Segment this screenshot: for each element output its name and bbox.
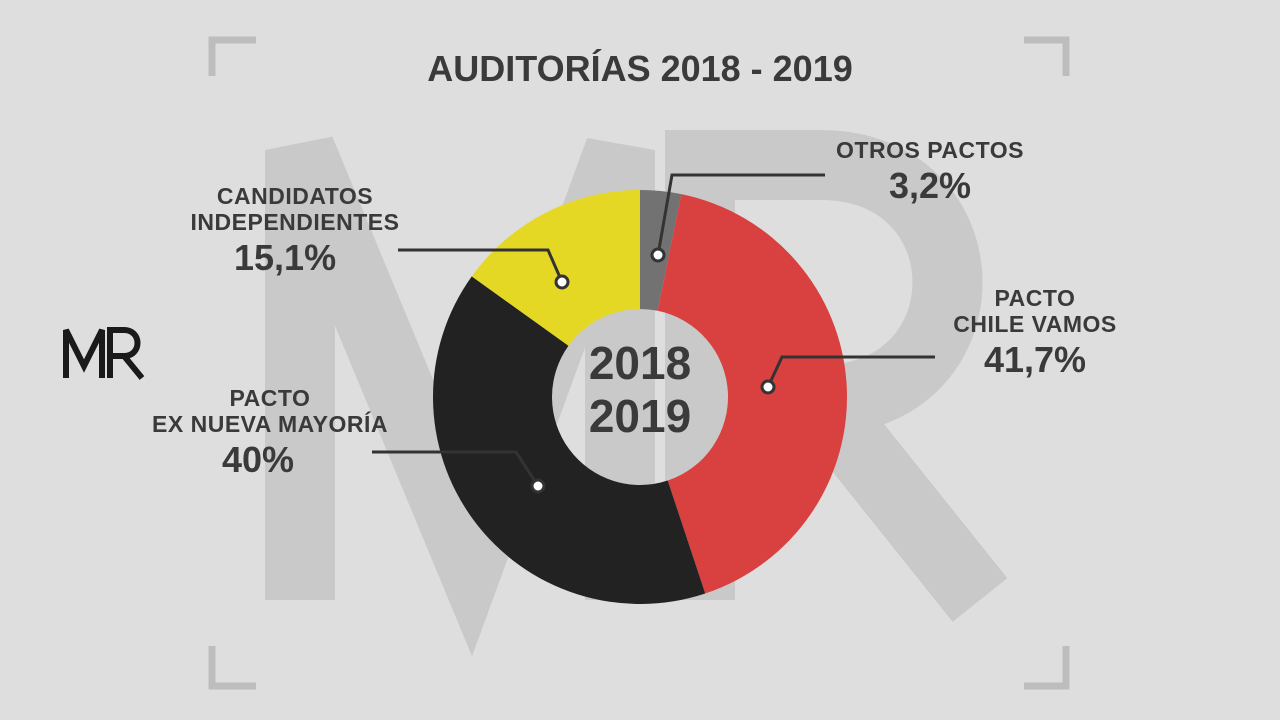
leader-line-2 bbox=[372, 450, 540, 487]
frame-corners bbox=[208, 36, 1070, 690]
slice-1 bbox=[657, 194, 848, 594]
mr-logo bbox=[63, 327, 145, 380]
center-year-1: 2018 bbox=[588, 337, 692, 389]
leader-line-3 bbox=[398, 248, 564, 283]
leader-line-0 bbox=[656, 173, 825, 256]
leader-dot-0 bbox=[650, 247, 666, 263]
center-year-2: 2019 bbox=[588, 389, 692, 442]
leader-dot-1 bbox=[760, 379, 776, 395]
center-label: 2018 2019 bbox=[552, 337, 728, 443]
label-otros-pactos: OTROS PACTOS 3,2% bbox=[836, 137, 1024, 206]
leader-dot-2 bbox=[530, 478, 546, 494]
label-candidatos-independientes: CANDIDATOS INDEPENDIENTES 15,1% bbox=[190, 183, 400, 278]
label-nueva-mayoria: PACTO EX NUEVA MAYORÍA 40% bbox=[152, 385, 388, 480]
chart-title: AUDITORÍAS 2018 - 2019 bbox=[427, 48, 853, 89]
label-chile-vamos: PACTO CHILE VAMOS 41,7% bbox=[953, 285, 1117, 380]
leader-line-1 bbox=[766, 355, 935, 388]
leader-dot-3 bbox=[554, 274, 570, 290]
donut-slices bbox=[433, 190, 848, 604]
slice-2 bbox=[433, 276, 706, 604]
leader-lines bbox=[372, 173, 935, 494]
